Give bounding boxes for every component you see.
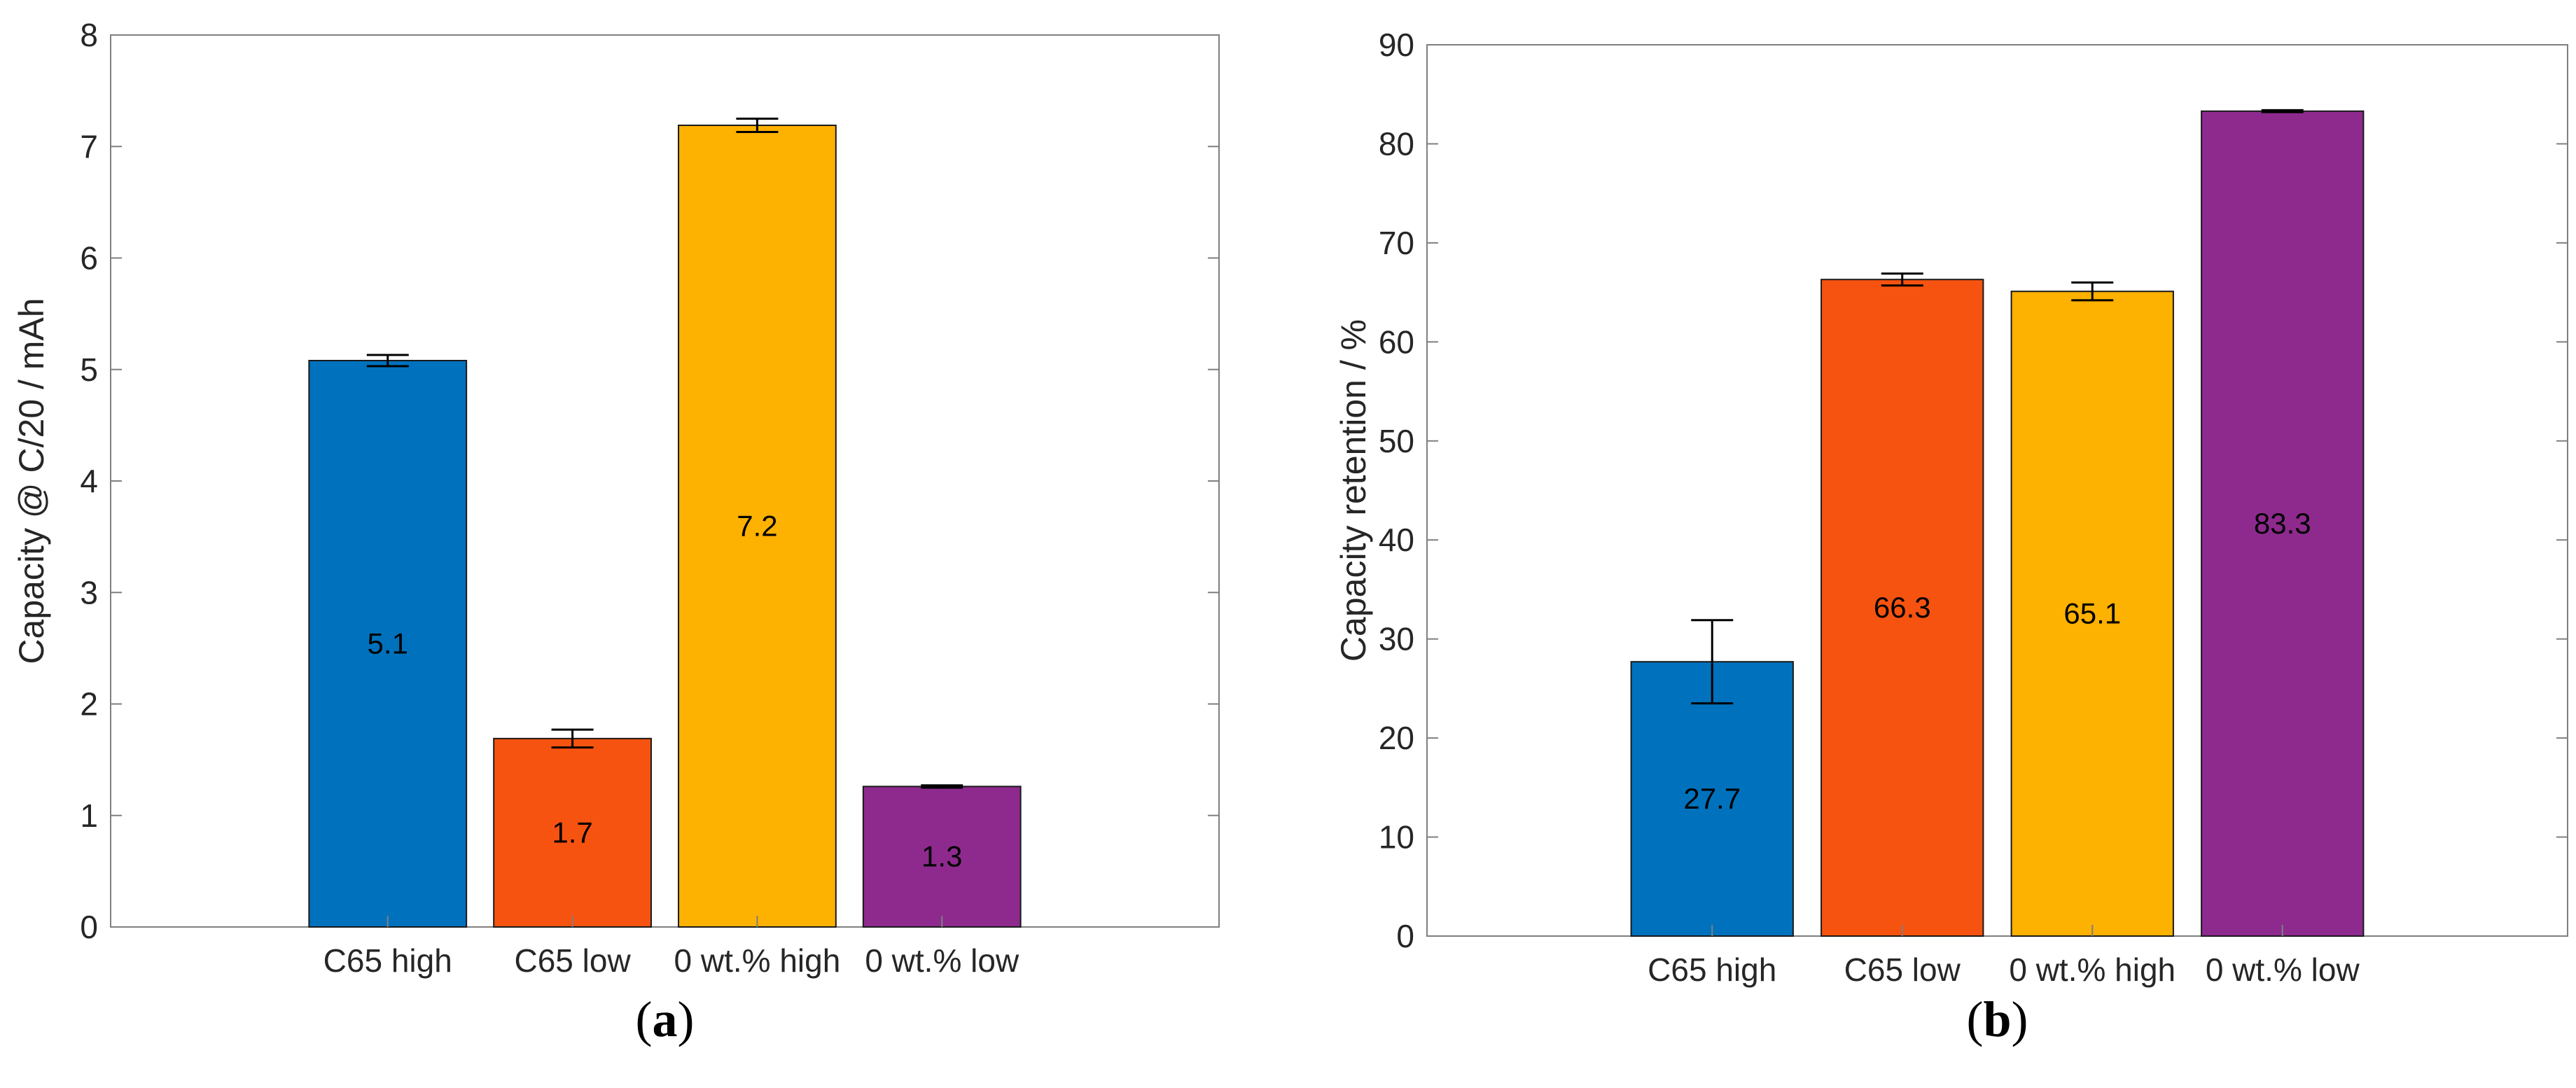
y-tick-label: 60 (1379, 323, 1414, 360)
axes-frame (1426, 44, 2568, 937)
x-tick-label: C65 low (1844, 951, 1961, 988)
bar-0-wt-low (2201, 110, 2365, 937)
bar-0-wt-high (2010, 291, 2174, 937)
chart-b: 0 10 20 30 40 50 60 70 80 90 27.7 C65 high 66.3 C65 l… (1334, 27, 2568, 1047)
x-tick-label: 0 wt.% high (674, 942, 841, 979)
data-label: 1.3 (921, 840, 962, 873)
x-tick-label: 0 wt.% low (865, 942, 1019, 979)
x-tick-label: C65 high (323, 942, 452, 979)
y-tick-label: 0 (1396, 918, 1414, 954)
y-tick-label: 8 (80, 17, 98, 53)
y-axis-label: Capacity @ C/20 / mAh (12, 298, 51, 664)
data-label: 65.1 (2063, 597, 2121, 630)
y-tick-label: 10 (1379, 819, 1414, 856)
y-tick-label: 7 (80, 128, 98, 165)
y-tick-label: 50 (1379, 423, 1414, 459)
data-label: 5.1 (368, 627, 408, 660)
y-tick-label: 70 (1379, 225, 1414, 261)
y-tick-label: 0 (80, 909, 98, 945)
data-label: 27.7 (1683, 782, 1741, 815)
y-tick-label: 5 (80, 351, 98, 388)
y-tick-label: 3 (80, 574, 98, 611)
y-tick-label: 30 (1379, 621, 1414, 657)
panel-label: (a) (636, 991, 695, 1047)
y-axis-label: Capacity retention / % (1334, 319, 1373, 662)
y-tick-label: 6 (80, 240, 98, 277)
y-tick-label: 20 (1379, 720, 1414, 756)
data-label: 7.2 (737, 509, 777, 542)
data-label: 66.3 (1874, 591, 1931, 624)
panel-label: (b) (1966, 991, 2028, 1047)
y-tick-label: 4 (80, 463, 98, 499)
x-tick-label: 0 wt.% high (2009, 951, 2175, 988)
y-tick-label: 1 (80, 797, 98, 834)
x-tick-label: C65 low (514, 942, 631, 979)
axes-frame (110, 34, 1220, 928)
data-label: 1.7 (552, 816, 592, 849)
y-tick-label: 40 (1379, 522, 1414, 558)
y-tick-label: 90 (1379, 27, 1414, 63)
bar-c65-high (1630, 661, 1794, 937)
y-tick-label: 2 (80, 686, 98, 723)
chart-a: 0 1 2 3 4 5 6 7 8 5.1 C65 high 1.7 C65 low 7.2 0 wt.% … (12, 17, 1220, 1047)
y-tick-label: 80 (1379, 125, 1414, 162)
data-label: 83.3 (2254, 507, 2311, 540)
x-tick-label: 0 wt.% low (2206, 951, 2360, 988)
x-tick-label: C65 high (1648, 951, 1776, 988)
